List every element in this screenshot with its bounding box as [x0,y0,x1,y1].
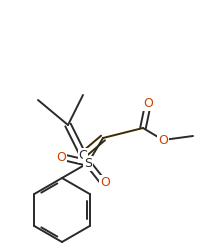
Text: O: O [56,150,66,164]
Text: O: O [158,133,168,146]
Text: S: S [84,157,92,170]
Text: O: O [100,176,110,188]
Text: C: C [79,148,87,162]
Text: O: O [143,97,153,110]
